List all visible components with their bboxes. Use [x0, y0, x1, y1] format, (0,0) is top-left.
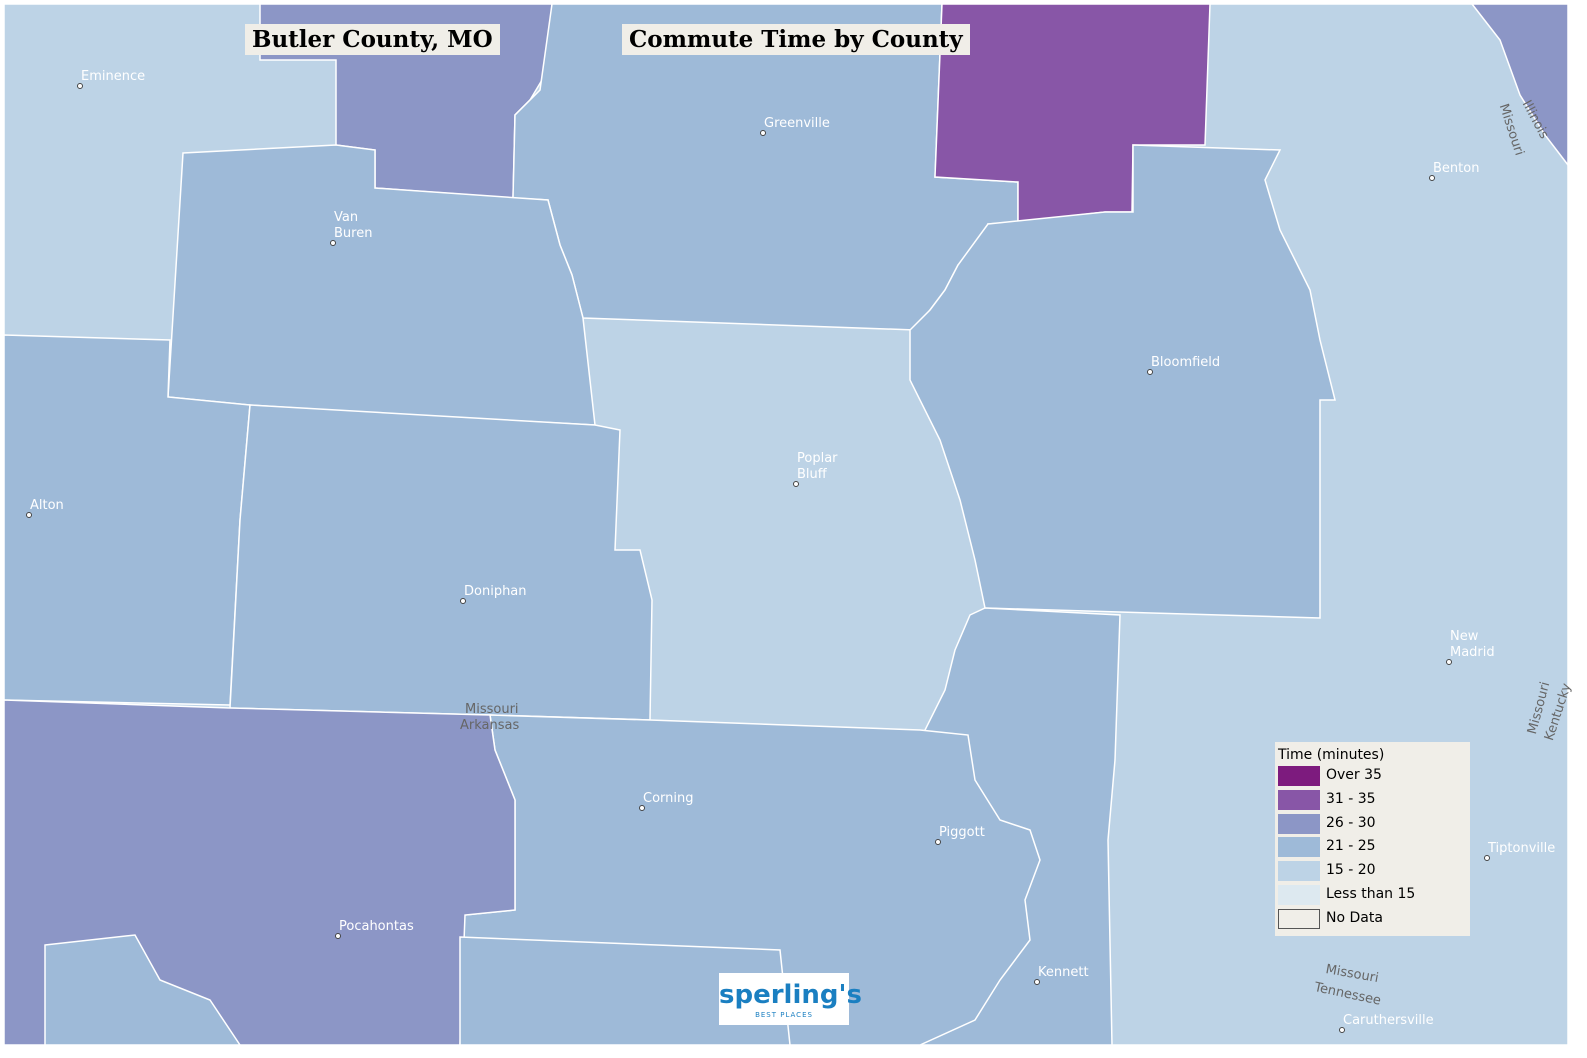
place-label: Poplar Bluff — [797, 451, 838, 482]
state-label: Missouri — [465, 702, 519, 717]
place-label: Benton — [1433, 161, 1480, 176]
place-marker — [1034, 979, 1040, 985]
place-label: Piggott — [939, 825, 985, 840]
place-marker — [1484, 855, 1490, 861]
county — [1470, 3, 1569, 168]
legend-swatch — [1278, 837, 1320, 858]
county — [459, 936, 791, 1046]
legend-swatch — [1278, 789, 1320, 810]
legend-label: Less than 15 — [1326, 886, 1416, 902]
place-marker — [335, 933, 341, 939]
legend-label: 21 - 25 — [1326, 838, 1376, 855]
place-marker — [77, 83, 83, 89]
place-marker — [330, 240, 336, 246]
state-label: Arkansas — [460, 718, 520, 733]
place-marker — [760, 130, 766, 136]
place-title: Butler County, MO — [245, 24, 500, 55]
logo: sperling's BEST PLACES — [719, 973, 862, 1025]
place-label: Tiptonville — [1488, 841, 1556, 856]
place-marker — [460, 598, 466, 604]
county — [229, 404, 653, 721]
place-marker — [793, 481, 799, 487]
legend-swatch — [1278, 885, 1320, 905]
place-label: Kennett — [1038, 965, 1089, 980]
place-label: Corning — [643, 791, 694, 806]
county — [44, 934, 242, 1046]
legend-swatch — [1278, 861, 1320, 882]
place-marker — [26, 512, 32, 518]
place-label: Greenville — [764, 116, 830, 131]
place-marker — [1339, 1027, 1345, 1033]
logo-name: sperling's — [719, 980, 862, 1010]
legend-swatch — [1278, 813, 1320, 834]
legend-label: 15 - 20 — [1326, 862, 1376, 879]
legend-swatch — [1278, 766, 1320, 786]
legend-title: Time (minutes) — [1278, 747, 1385, 763]
logo-tagline: BEST PLACES — [755, 1011, 813, 1019]
place-label: Bloomfield — [1151, 355, 1221, 370]
place-marker — [935, 839, 941, 845]
place-label: Van Buren — [334, 210, 373, 241]
legend-label: 31 - 35 — [1326, 790, 1376, 807]
place-marker — [1147, 369, 1153, 375]
county — [909, 144, 1336, 619]
place-label: Alton — [30, 498, 64, 513]
legend: Time (minutes) Over 35 31 - 35 26 - 30 21 -… — [1275, 742, 1470, 936]
place-label: Doniphan — [464, 584, 527, 599]
place-label: Eminence — [81, 69, 146, 84]
map-title: Commute Time by County — [622, 24, 970, 55]
place-marker — [1429, 175, 1435, 181]
legend-swatch — [1278, 908, 1320, 929]
legend-label: Over 35 — [1326, 767, 1382, 783]
place-label: Caruthersville — [1343, 1013, 1434, 1028]
place-marker — [639, 805, 645, 811]
legend-label: 26 - 30 — [1326, 814, 1376, 831]
place-marker — [1446, 659, 1452, 665]
place-label: Pocahontas — [339, 919, 414, 934]
place-label: New Madrid — [1450, 629, 1495, 660]
legend-label: No Data — [1326, 909, 1383, 926]
